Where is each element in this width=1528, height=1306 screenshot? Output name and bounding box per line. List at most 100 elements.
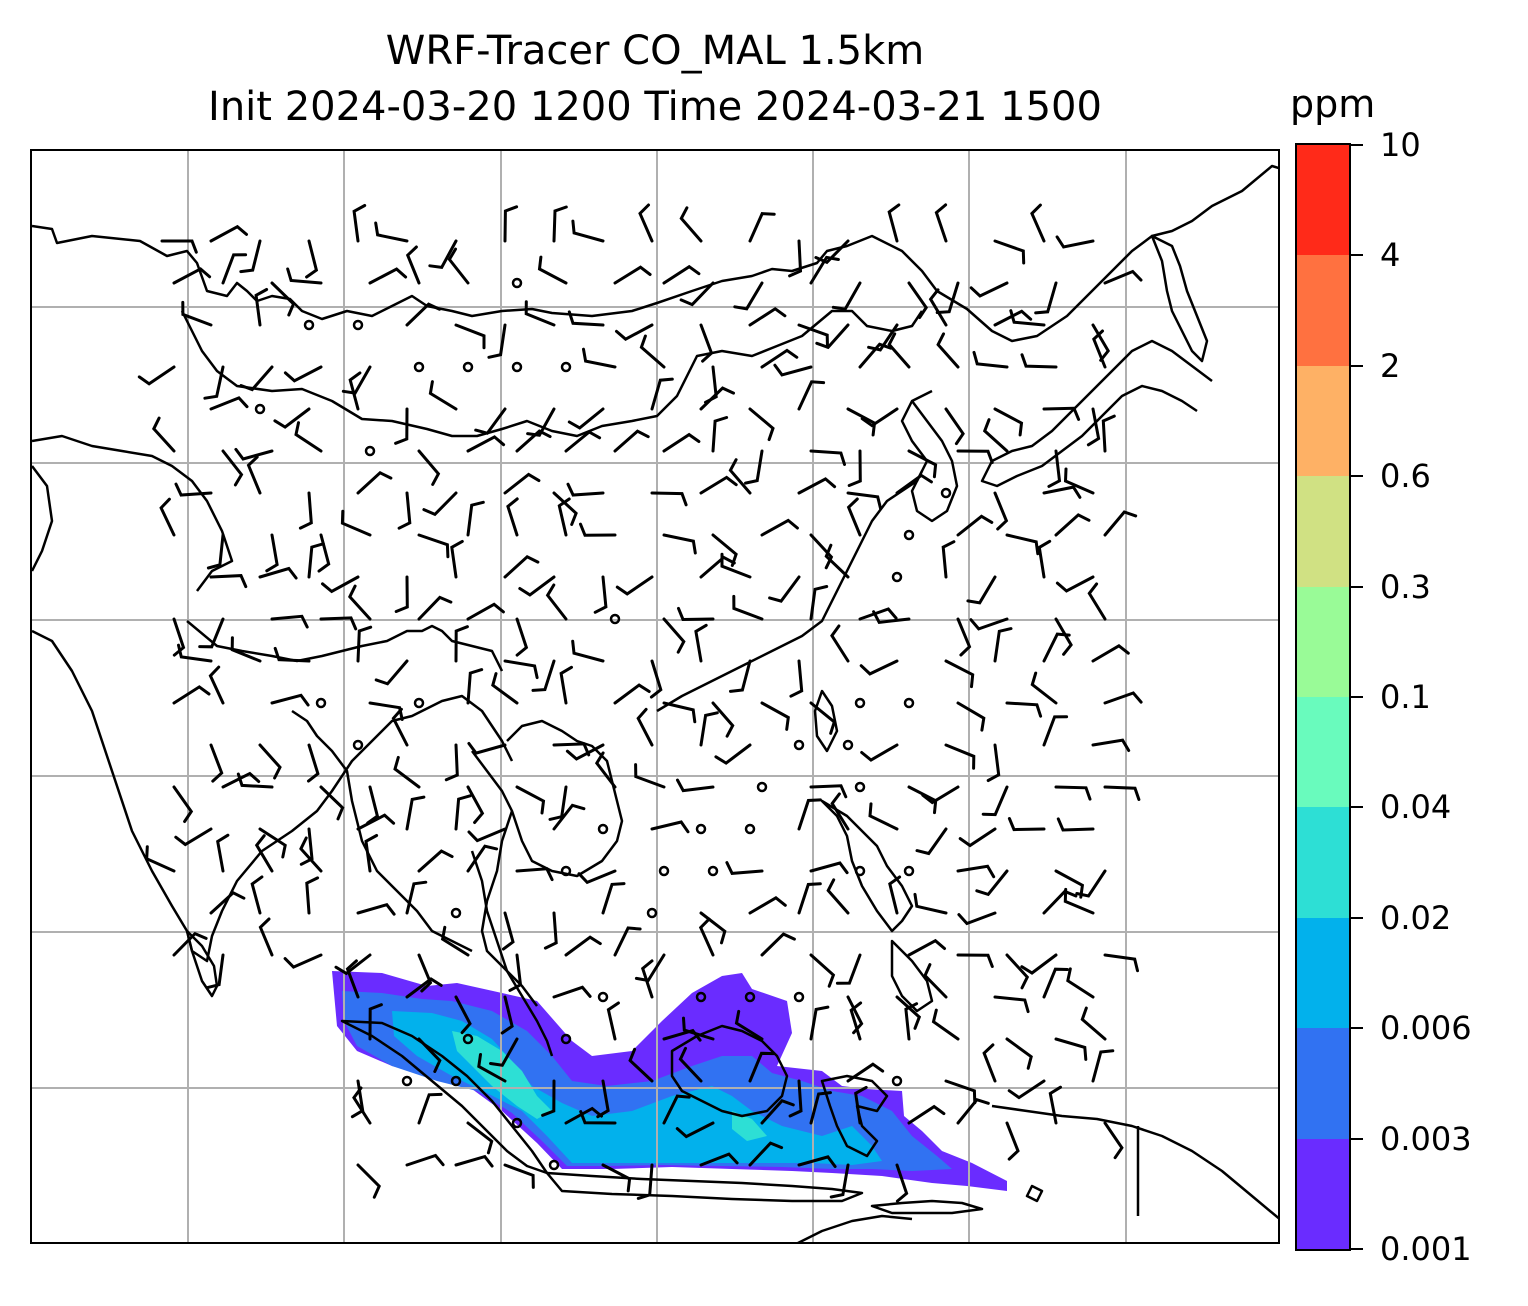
wind-barb [797, 882, 822, 915]
calm-wind-circle [744, 823, 756, 835]
wind-barb [1048, 1085, 1062, 1125]
wind-barb [829, 1163, 850, 1199]
wind-barb [491, 672, 519, 705]
colorbar-segment [1297, 917, 1349, 1029]
wind-barb [907, 281, 929, 319]
wind-barb [788, 239, 803, 278]
calm-wind-circle [352, 739, 364, 751]
wind-barb [956, 617, 972, 657]
wind-barb [907, 1104, 946, 1125]
wind-barb [993, 627, 1013, 663]
wind-barb [711, 416, 729, 453]
calm-wind-circle [511, 1117, 523, 1129]
colorbar-segment [1297, 1138, 1349, 1250]
wind-barb [543, 911, 558, 950]
wind-barb [895, 1163, 909, 1203]
wind-barb [503, 472, 541, 495]
wind-barb [662, 533, 697, 555]
wind-barb [239, 365, 274, 392]
wind-barb [172, 267, 212, 285]
colorbar-tick-mark [1351, 475, 1363, 478]
wind-barb [428, 239, 458, 270]
wind-barb [699, 1152, 739, 1167]
wind-barb [1030, 671, 1058, 705]
wind-barb [809, 585, 829, 621]
wind-barb [299, 836, 323, 873]
colorbar-tick-mark [1351, 364, 1363, 367]
wind-barb [417, 849, 454, 873]
wind-barb [1054, 617, 1073, 656]
wind-barb [348, 371, 362, 411]
wind-barb [640, 959, 654, 999]
wind-barb [797, 798, 822, 831]
calm-wind-circle [560, 865, 572, 877]
map-panel[interactable] [30, 149, 1280, 1244]
wind-barb [1042, 715, 1069, 747]
wind-barb [923, 963, 948, 999]
wind-barb [1103, 785, 1141, 801]
wind-barb [809, 701, 837, 735]
wind-barb [159, 497, 176, 537]
wind-barb [676, 778, 715, 793]
colorbar-tick-label: 10 [1380, 126, 1421, 164]
wind-barb [809, 953, 836, 988]
wind-barb [394, 575, 409, 613]
wind-barb [503, 659, 539, 680]
wind-barb [831, 281, 862, 311]
wind-barb [582, 347, 617, 369]
wind-barb [1007, 1079, 1046, 1100]
wind-barb [748, 306, 787, 327]
wind-barb [682, 1016, 715, 1041]
colorbar-tick-mark [1351, 144, 1363, 146]
wind-barb [221, 449, 244, 487]
wind-barb [579, 522, 617, 537]
wind-barb [1007, 817, 1046, 832]
wind-barb [160, 239, 198, 254]
wind-barb [732, 594, 764, 621]
wind-barb [941, 540, 956, 579]
wind-barb [760, 1098, 795, 1125]
calm-wind-circle [511, 361, 523, 373]
wind-barb [1075, 869, 1107, 898]
wind-barb [501, 911, 515, 951]
colorbar-segment [1297, 255, 1349, 366]
wind-barb [662, 701, 697, 724]
wind-barb [662, 432, 701, 453]
wind-barb [236, 772, 274, 789]
wind-barb [728, 458, 752, 495]
wind-barb [1103, 269, 1143, 285]
calm-wind-circle [303, 319, 315, 331]
calm-wind-circle [903, 529, 915, 541]
wind-barb [515, 429, 552, 453]
calm-wind-circle [609, 613, 621, 625]
calm-wind-markers [254, 277, 952, 1171]
wind-barb [699, 323, 714, 363]
wind-barb [1101, 414, 1116, 453]
calm-wind-circle [462, 361, 474, 373]
colorbar-tick-label: 4 [1380, 236, 1401, 275]
wind-barb [1063, 467, 1095, 495]
wind-barb [552, 803, 586, 831]
colorbar-tick-mark [1351, 1027, 1363, 1030]
wind-barb [1103, 953, 1139, 973]
calm-wind-circle [891, 1075, 903, 1087]
wind-barb [760, 518, 799, 537]
wind-barb [1047, 449, 1062, 488]
wind-barb [319, 616, 358, 631]
wind-barb [417, 1037, 442, 1073]
wind-barb [466, 844, 499, 873]
wind-barb [662, 617, 686, 654]
wind-barb [858, 607, 898, 621]
calm-wind-circle [413, 361, 425, 373]
wind-barb [417, 953, 433, 993]
calm-wind-circle [462, 1033, 474, 1045]
wind-barb [307, 542, 325, 579]
colorbar-tick-label: 0.6 [1380, 457, 1431, 496]
wind-barb [1020, 953, 1058, 975]
wind-barb [258, 743, 282, 780]
wind-barb [678, 1046, 703, 1083]
wind-barb [467, 742, 507, 755]
wind-barb [198, 617, 225, 649]
wind-barb [1092, 329, 1107, 369]
wind-barb [956, 449, 994, 464]
